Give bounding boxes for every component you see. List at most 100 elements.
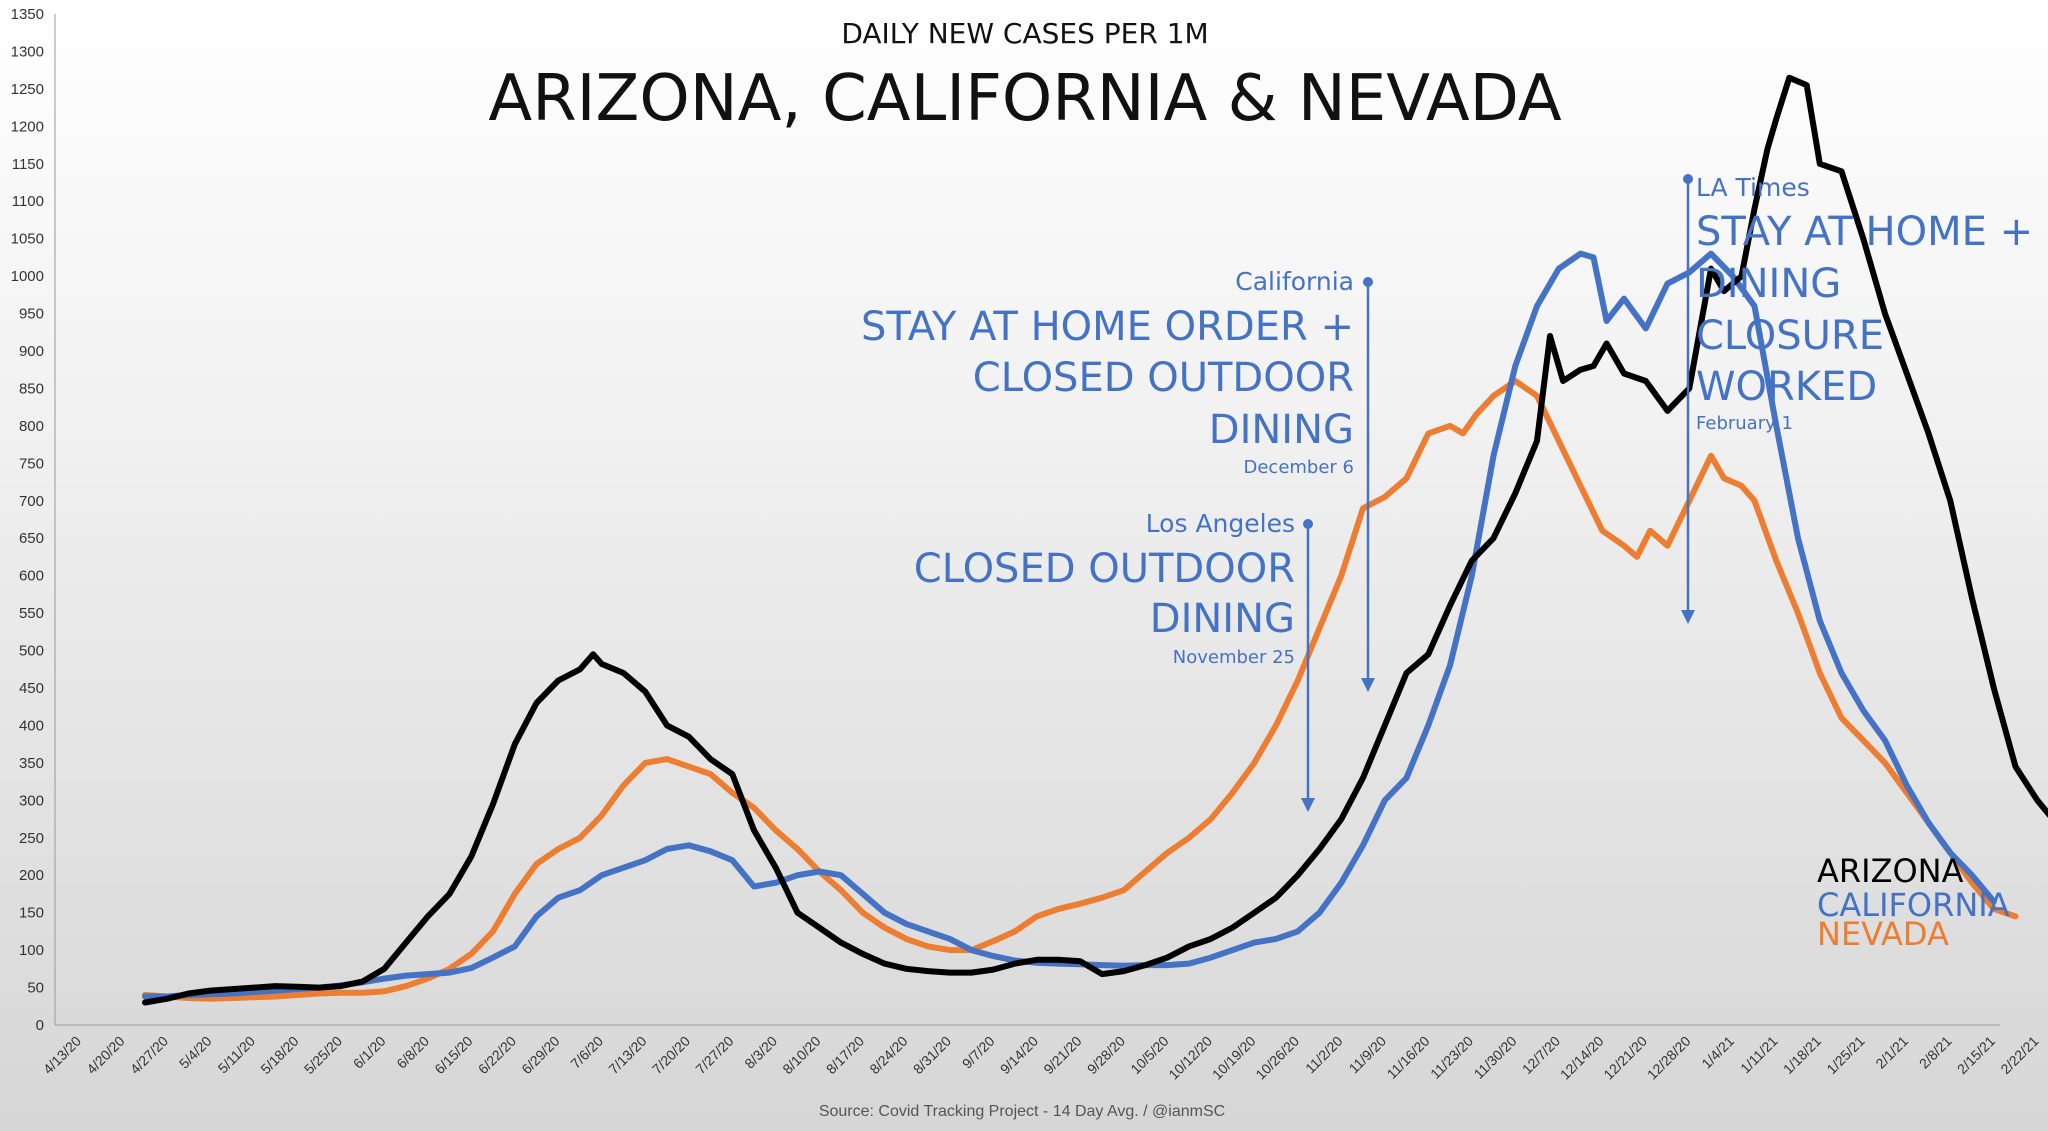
x-tick-label: 6/15/20 [431, 1033, 475, 1077]
x-tick-label: 1/11/21 [1737, 1033, 1781, 1077]
y-tick-label: 950 [19, 306, 44, 323]
y-tick-label: 1200 [11, 118, 44, 135]
source-note: Source: Covid Tracking Project - 14 Day … [819, 1103, 1225, 1120]
annotation-la-times-source: LA Times [1696, 173, 1810, 202]
x-tick-label: 12/21/20 [1600, 1033, 1650, 1083]
x-tick-label: 2/1/21 [1872, 1033, 1911, 1072]
annotation-california-source: California [1235, 267, 1354, 296]
x-tick-label: 8/17/20 [823, 1033, 867, 1077]
x-tick-label: 8/31/20 [910, 1033, 954, 1077]
annotation-los-angeles-date: November 25 [1173, 647, 1295, 668]
x-tick-label: 7/13/20 [605, 1033, 649, 1077]
annotation-california-line-2: CLOSED OUTDOOR [973, 355, 1354, 401]
y-tick-label: 100 [19, 942, 44, 959]
series-label-california: CALIFORNIA [1817, 886, 2010, 924]
annotation-la-times-line-1: STAY AT HOME + [1696, 209, 2033, 255]
y-tick-label: 200 [19, 867, 44, 884]
series-line-arizona [142, 74, 2048, 1006]
y-tick-label: 1000 [11, 268, 44, 285]
annotation-los-angeles-line-1: CLOSED OUTDOOR [914, 546, 1295, 592]
y-tick-label: 650 [19, 530, 44, 547]
y-tick-label: 350 [19, 755, 44, 772]
y-tick-label: 300 [19, 792, 44, 809]
x-tick-label: 6/8/20 [393, 1033, 432, 1072]
x-tick-label: 7/20/20 [649, 1033, 693, 1077]
x-tick-label: 11/23/20 [1427, 1033, 1476, 1082]
x-tick-label: 1/4/21 [1698, 1033, 1737, 1072]
x-tick-label: 6/22/20 [475, 1033, 519, 1077]
x-tick-label: 5/4/20 [176, 1033, 215, 1072]
x-tick-label: 9/21/20 [1040, 1033, 1084, 1077]
x-tick-label: 12/28/20 [1644, 1033, 1694, 1083]
y-tick-label: 50 [27, 980, 44, 997]
chart-title: ARIZONA, CALIFORNIA & NEVADA [488, 62, 1561, 136]
series-label-nevada: NEVADA [1817, 915, 1949, 953]
y-tick-label: 500 [19, 643, 44, 660]
series-lines [142, 74, 2048, 1006]
x-tick-label: 8/24/20 [866, 1033, 910, 1077]
y-tick-label: 900 [19, 343, 44, 360]
x-tick-label: 10/26/20 [1252, 1033, 1302, 1083]
annotation-la-times-line-4: WORKED [1696, 364, 1877, 410]
x-tick-label: 2/22/21 [1997, 1033, 2041, 1077]
y-tick-label: 1300 [11, 43, 44, 60]
annotation-la-times-arrow [1681, 174, 1695, 624]
x-tick-label: 8/3/20 [741, 1033, 780, 1072]
x-tick-label: 11/9/20 [1346, 1033, 1390, 1077]
annotation-california: California STAY AT HOME ORDER + CLOSED O… [861, 267, 1354, 478]
annotation-la-times-date: February 1 [1696, 413, 1793, 434]
y-tick-label: 700 [19, 493, 44, 510]
annotation-la-times: LA Times STAY AT HOME + DINING CLOSURE W… [1696, 173, 2033, 434]
annotation-los-angeles-line-2: DINING [1150, 596, 1295, 642]
annotation-california-arrow [1361, 277, 1375, 692]
x-tick-labels: 4/13/20 4/20/20 4/27/20 5/4/20 5/11/20 5/18/2… [40, 1033, 2042, 1083]
x-tick-label: 4/20/20 [83, 1033, 127, 1077]
y-tick-label: 600 [19, 568, 44, 585]
y-tick-label: 1050 [11, 231, 44, 248]
y-tick-label: 150 [19, 905, 44, 922]
x-tick-label: 6/29/20 [518, 1033, 562, 1077]
annotation-california-line-1: STAY AT HOME ORDER + [861, 304, 1354, 350]
x-tick-label: 4/27/20 [127, 1033, 171, 1077]
y-tick-label: 0 [36, 1017, 44, 1034]
x-tick-label: 5/18/20 [257, 1033, 301, 1077]
x-tick-label: 1/25/21 [1823, 1033, 1867, 1077]
annotation-los-angeles-arrow [1301, 519, 1315, 812]
y-tick-labels: 0 50 100 150 200 250 300 350 400 450 500 550 600 650 7… [11, 6, 44, 1034]
x-tick-label: 12/14/20 [1557, 1033, 1607, 1083]
annotation-los-angeles: Los Angeles CLOSED OUTDOOR DINING Novemb… [914, 509, 1295, 668]
x-tick-label: 7/6/20 [567, 1033, 606, 1072]
x-tick-label: 4/13/20 [40, 1033, 84, 1077]
y-tick-label: 1100 [12, 193, 44, 210]
series-label-arizona: ARIZONA [1817, 852, 1964, 890]
chart-subtitle: DAILY NEW CASES PER 1M [841, 17, 1208, 50]
y-tick-label: 1350 [11, 6, 44, 23]
x-tick-label: 10/12/20 [1165, 1033, 1215, 1083]
y-tick-label: 550 [19, 605, 44, 622]
x-tick-label: 8/10/20 [779, 1033, 823, 1077]
x-tick-label: 2/15/21 [1954, 1033, 1998, 1077]
annotation-la-times-line-2: DINING [1696, 261, 1841, 307]
annotation-la-times-line-3: CLOSURE [1696, 313, 1884, 359]
y-tick-label: 800 [19, 418, 44, 435]
x-tick-label: 5/25/20 [301, 1033, 345, 1077]
x-tick-label: 9/14/20 [997, 1033, 1041, 1077]
x-tick-label: 11/2/20 [1302, 1033, 1346, 1077]
x-tick-label: 2/8/21 [1916, 1033, 1955, 1072]
annotation-california-line-3: DINING [1209, 407, 1354, 453]
x-tick-label: 11/16/20 [1383, 1033, 1432, 1082]
y-tick-label: 750 [19, 455, 44, 472]
x-tick-label: 7/27/20 [692, 1033, 736, 1077]
y-tick-label: 850 [19, 380, 44, 397]
annotation-california-date: December 6 [1243, 457, 1354, 478]
x-tick-label: 5/11/20 [215, 1033, 259, 1077]
y-tick-label: 1150 [12, 156, 44, 173]
y-tick-label: 400 [19, 717, 44, 734]
y-tick-label: 1250 [11, 81, 44, 98]
x-tick-label: 11/30/20 [1470, 1033, 1519, 1082]
annotation-los-angeles-source: Los Angeles [1146, 509, 1295, 538]
x-tick-label: 9/28/20 [1084, 1033, 1128, 1077]
x-tick-label: 6/1/20 [350, 1033, 389, 1072]
x-tick-label: 9/7/20 [959, 1033, 998, 1072]
